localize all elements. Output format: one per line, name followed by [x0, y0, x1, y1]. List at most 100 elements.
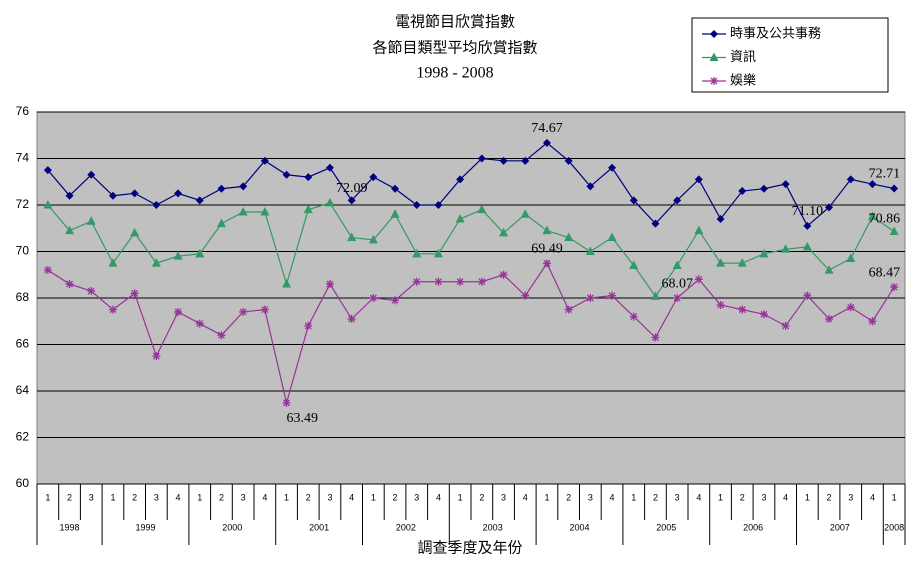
- x-tick-label: 4: [696, 492, 701, 502]
- x-tick-label: 2: [827, 492, 832, 502]
- marker: [86, 216, 96, 225]
- marker: [846, 303, 855, 312]
- marker: [868, 180, 877, 189]
- marker: [716, 258, 726, 267]
- marker: [564, 156, 573, 165]
- series-line: [47, 202, 895, 298]
- marker: [368, 234, 378, 244]
- marker: [152, 352, 161, 361]
- x-tick-label: 3: [414, 492, 419, 502]
- x-tick-label: 3: [675, 492, 680, 502]
- marker: [217, 331, 226, 340]
- x-tick-label: 2: [67, 492, 72, 502]
- marker: [738, 187, 747, 196]
- data-label: 74.67: [531, 121, 563, 136]
- x-tick-label: 4: [176, 492, 181, 502]
- marker: [108, 191, 117, 200]
- data-label: 68.07: [661, 277, 693, 292]
- year-label: 2003: [483, 522, 503, 532]
- marker: [108, 305, 117, 314]
- marker: [174, 307, 183, 316]
- x-tick-label: 1: [110, 492, 115, 502]
- marker: [781, 321, 790, 330]
- marker: [499, 227, 509, 237]
- x-tick-label: 1: [892, 492, 897, 502]
- marker: [239, 182, 248, 191]
- marker: [260, 206, 270, 216]
- marker: [130, 189, 139, 198]
- marker: [412, 248, 422, 258]
- marker: [803, 291, 812, 300]
- x-tick-label: 4: [436, 492, 441, 502]
- x-tick-label: 1: [197, 492, 202, 502]
- marker: [825, 203, 834, 212]
- marker: [65, 225, 75, 235]
- x-tick-label: 1: [718, 492, 723, 502]
- y-tick-label: 74: [16, 151, 30, 165]
- x-tick-label: 3: [89, 492, 94, 502]
- marker: [521, 156, 530, 165]
- marker: [738, 305, 747, 314]
- x-tick-label: 4: [349, 492, 354, 502]
- year-label: 2005: [656, 522, 676, 532]
- marker: [195, 319, 204, 328]
- y-tick-label: 66: [16, 337, 30, 351]
- data-label: 72.71: [869, 167, 901, 182]
- marker: [759, 184, 768, 193]
- chart-subtitle: 各節目類型平均欣賞指數: [372, 39, 537, 57]
- marker: [759, 248, 769, 258]
- marker: [173, 251, 183, 260]
- marker: [412, 201, 421, 209]
- x-tick-label: 3: [848, 492, 853, 502]
- x-tick-label: 2: [653, 492, 658, 502]
- year-label: 2002: [396, 522, 416, 532]
- marker: [260, 156, 269, 165]
- marker: [455, 213, 465, 223]
- x-tick-label: 1: [45, 492, 50, 502]
- marker: [347, 196, 356, 205]
- x-tick-label: 4: [262, 492, 267, 502]
- y-tick-label: 60: [16, 476, 30, 490]
- x-tick-label: 3: [501, 492, 506, 502]
- marker: [477, 154, 486, 163]
- legend-box: [691, 17, 889, 93]
- data-label: 72.09: [336, 181, 368, 196]
- marker: [195, 248, 205, 258]
- year-label: 2008: [884, 522, 904, 532]
- year-label: 2006: [743, 522, 763, 532]
- x-tick-label: 3: [327, 492, 332, 502]
- chart-period: 1998 - 2008: [416, 65, 493, 82]
- marker: [585, 246, 595, 255]
- y-tick-label: 70: [16, 244, 30, 258]
- data-label: 69.49: [531, 242, 563, 257]
- x-tick-label: 1: [458, 492, 463, 502]
- marker: [564, 305, 573, 314]
- marker: [650, 291, 660, 300]
- series-line: [47, 142, 895, 227]
- marker: [151, 258, 161, 267]
- y-tick-label: 68: [16, 290, 30, 304]
- marker: [369, 173, 378, 182]
- marker: [890, 283, 899, 292]
- marker: [651, 333, 660, 342]
- marker: [391, 296, 400, 305]
- marker: [130, 289, 139, 298]
- x-tick-label: 4: [523, 492, 528, 502]
- marker: [803, 221, 812, 230]
- marker: [87, 170, 96, 179]
- x-tick-label: 3: [761, 492, 766, 502]
- year-label: 2004: [569, 522, 589, 532]
- marker: [607, 232, 617, 242]
- marker: [716, 300, 725, 309]
- marker: [889, 226, 899, 236]
- data-label: 71.10: [792, 204, 824, 219]
- marker: [477, 204, 487, 214]
- x-tick-label: 2: [393, 492, 398, 502]
- marker: [890, 184, 899, 193]
- series-line: [47, 262, 895, 404]
- marker: [412, 277, 421, 286]
- marker: [867, 211, 877, 221]
- marker: [152, 201, 161, 209]
- year-label: 2001: [309, 522, 329, 532]
